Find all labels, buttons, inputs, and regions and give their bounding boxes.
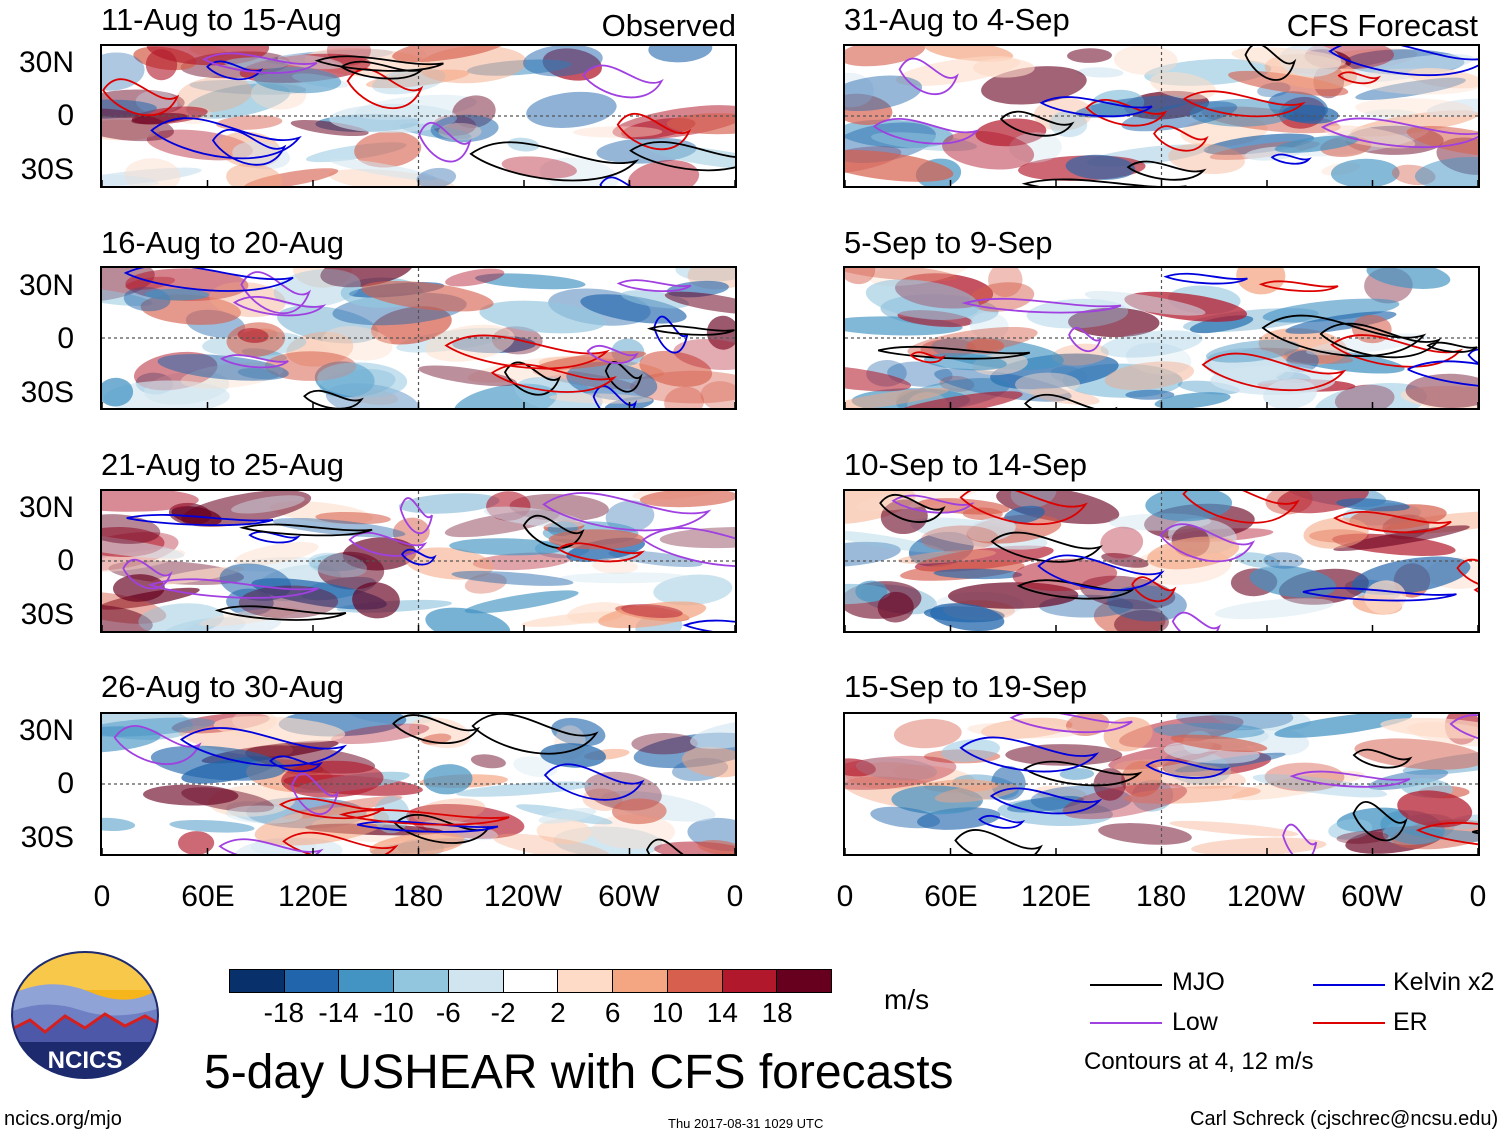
colorbar-swatch [777, 970, 832, 992]
colorbar-swatch [613, 970, 668, 992]
map-panel-fcst-1 [843, 44, 1480, 188]
ncics-logo: NCICS [11, 951, 159, 1079]
ytick-30n-1: 30N [18, 46, 74, 79]
xtick-right-360: 0 [1469, 880, 1487, 913]
colorbar-label: 18 [761, 997, 793, 1028]
colorbar-swatch [230, 970, 285, 992]
footer-timestamp: Thu 2017-08-31 1029 UTC [668, 1116, 824, 1131]
colorbar [229, 969, 832, 993]
ytick-eq-3: 0 [57, 544, 74, 577]
xtick-left-60w: 60W [598, 880, 660, 913]
legend-er-label: ER [1393, 1008, 1428, 1036]
panel-title-fcst-4: 15-Sep to 19-Sep [844, 669, 1088, 704]
ytick-30s-1: 30S [20, 153, 74, 186]
map-panel-obs-2 [100, 266, 737, 410]
xtick-right-0: 0 [836, 880, 854, 913]
colorbar-label: 6 [604, 997, 621, 1028]
ytick-eq-4: 0 [57, 767, 74, 800]
ytick-30s-3: 30S [20, 598, 74, 631]
colorbar-swatch [667, 970, 723, 992]
units-label: m/s [884, 984, 930, 1015]
footer-url[interactable]: ncics.org/mjo [4, 1108, 122, 1130]
xtick-right-180: 180 [1135, 880, 1187, 913]
legend-er-line [1313, 1022, 1385, 1024]
colorbar-label: 14 [706, 997, 738, 1028]
colorbar-swatch [722, 970, 778, 992]
panel-title-fcst-2: 5-Sep to 9-Sep [844, 225, 1053, 260]
map-panel-fcst-4 [843, 712, 1480, 856]
xtick-left-180: 180 [392, 880, 444, 913]
colorbar-label: 10 [651, 997, 684, 1028]
legend-kelvin-line [1313, 984, 1385, 986]
colorbar-label: -18 [263, 997, 305, 1028]
map-panel-obs-4 [100, 712, 737, 856]
observed-label: Observed [601, 8, 736, 43]
xtick-left-60e: 60E [181, 880, 235, 913]
legend-low-line [1090, 1022, 1162, 1024]
contours-note: Contours at 4, 12 m/s [1084, 1048, 1314, 1075]
colorbar-label: -6 [435, 997, 461, 1028]
panel-title-fcst-1: 31-Aug to 4-Sep [844, 2, 1070, 37]
colorbar-label: 2 [550, 997, 566, 1028]
ytick-30s-2: 30S [20, 376, 74, 409]
colorbar-swatch [284, 970, 340, 992]
panel-title-obs-1: 11-Aug to 15-Aug [101, 2, 342, 37]
xtick-right-120e: 120E [1020, 880, 1092, 913]
main-title: 5-day USHEAR with CFS forecasts [204, 1046, 954, 1099]
map-panel-fcst-3 [843, 489, 1480, 633]
colorbar-label: -14 [318, 997, 359, 1028]
colorbar-swatch [503, 970, 559, 992]
map-panel-fcst-2 [843, 266, 1480, 410]
xtick-left-360: 0 [726, 880, 744, 913]
xtick-right-120w: 120W [1226, 880, 1306, 913]
colorbar-swatch [558, 970, 614, 992]
colorbar-swatch [448, 970, 504, 992]
xtick-right-60e: 60E [924, 880, 978, 913]
colorbar-label: -2 [490, 997, 516, 1028]
ytick-30n-4: 30N [18, 714, 74, 747]
colorbar-swatch [339, 970, 395, 992]
xtick-left-0: 0 [93, 880, 111, 913]
colorbar-swatch [394, 970, 449, 992]
ytick-eq-1: 0 [57, 99, 74, 132]
legend-mjo-line [1090, 984, 1162, 986]
xtick-left-120e: 120E [277, 880, 349, 913]
map-panel-obs-1 [100, 44, 737, 188]
legend-kelvin-label: Kelvin x2 [1393, 968, 1495, 996]
xtick-right-60w: 60W [1341, 880, 1403, 913]
panel-title-obs-2: 16-Aug to 20-Aug [101, 225, 345, 260]
panel-title-obs-3: 21-Aug to 25-Aug [101, 447, 345, 482]
footer-author: Carl Schreck (cjschrec@ncsu.edu) [1190, 1108, 1499, 1130]
legend-mjo-label: MJO [1172, 968, 1225, 996]
ytick-eq-2: 0 [57, 322, 74, 355]
colorbar-label: -10 [373, 997, 414, 1028]
legend-low-label: Low [1172, 1008, 1218, 1036]
ytick-30s-4: 30S [20, 821, 74, 854]
panel-title-obs-4: 26-Aug to 30-Aug [101, 669, 345, 704]
logo-text: NCICS [48, 1047, 123, 1074]
map-panel-obs-3 [100, 489, 737, 633]
panel-title-fcst-3: 10-Sep to 14-Sep [844, 447, 1088, 482]
forecast-label: CFS Forecast [1286, 8, 1478, 43]
ytick-30n-3: 30N [18, 491, 74, 524]
ytick-30n-2: 30N [18, 269, 74, 302]
xtick-left-120w: 120W [483, 880, 563, 913]
